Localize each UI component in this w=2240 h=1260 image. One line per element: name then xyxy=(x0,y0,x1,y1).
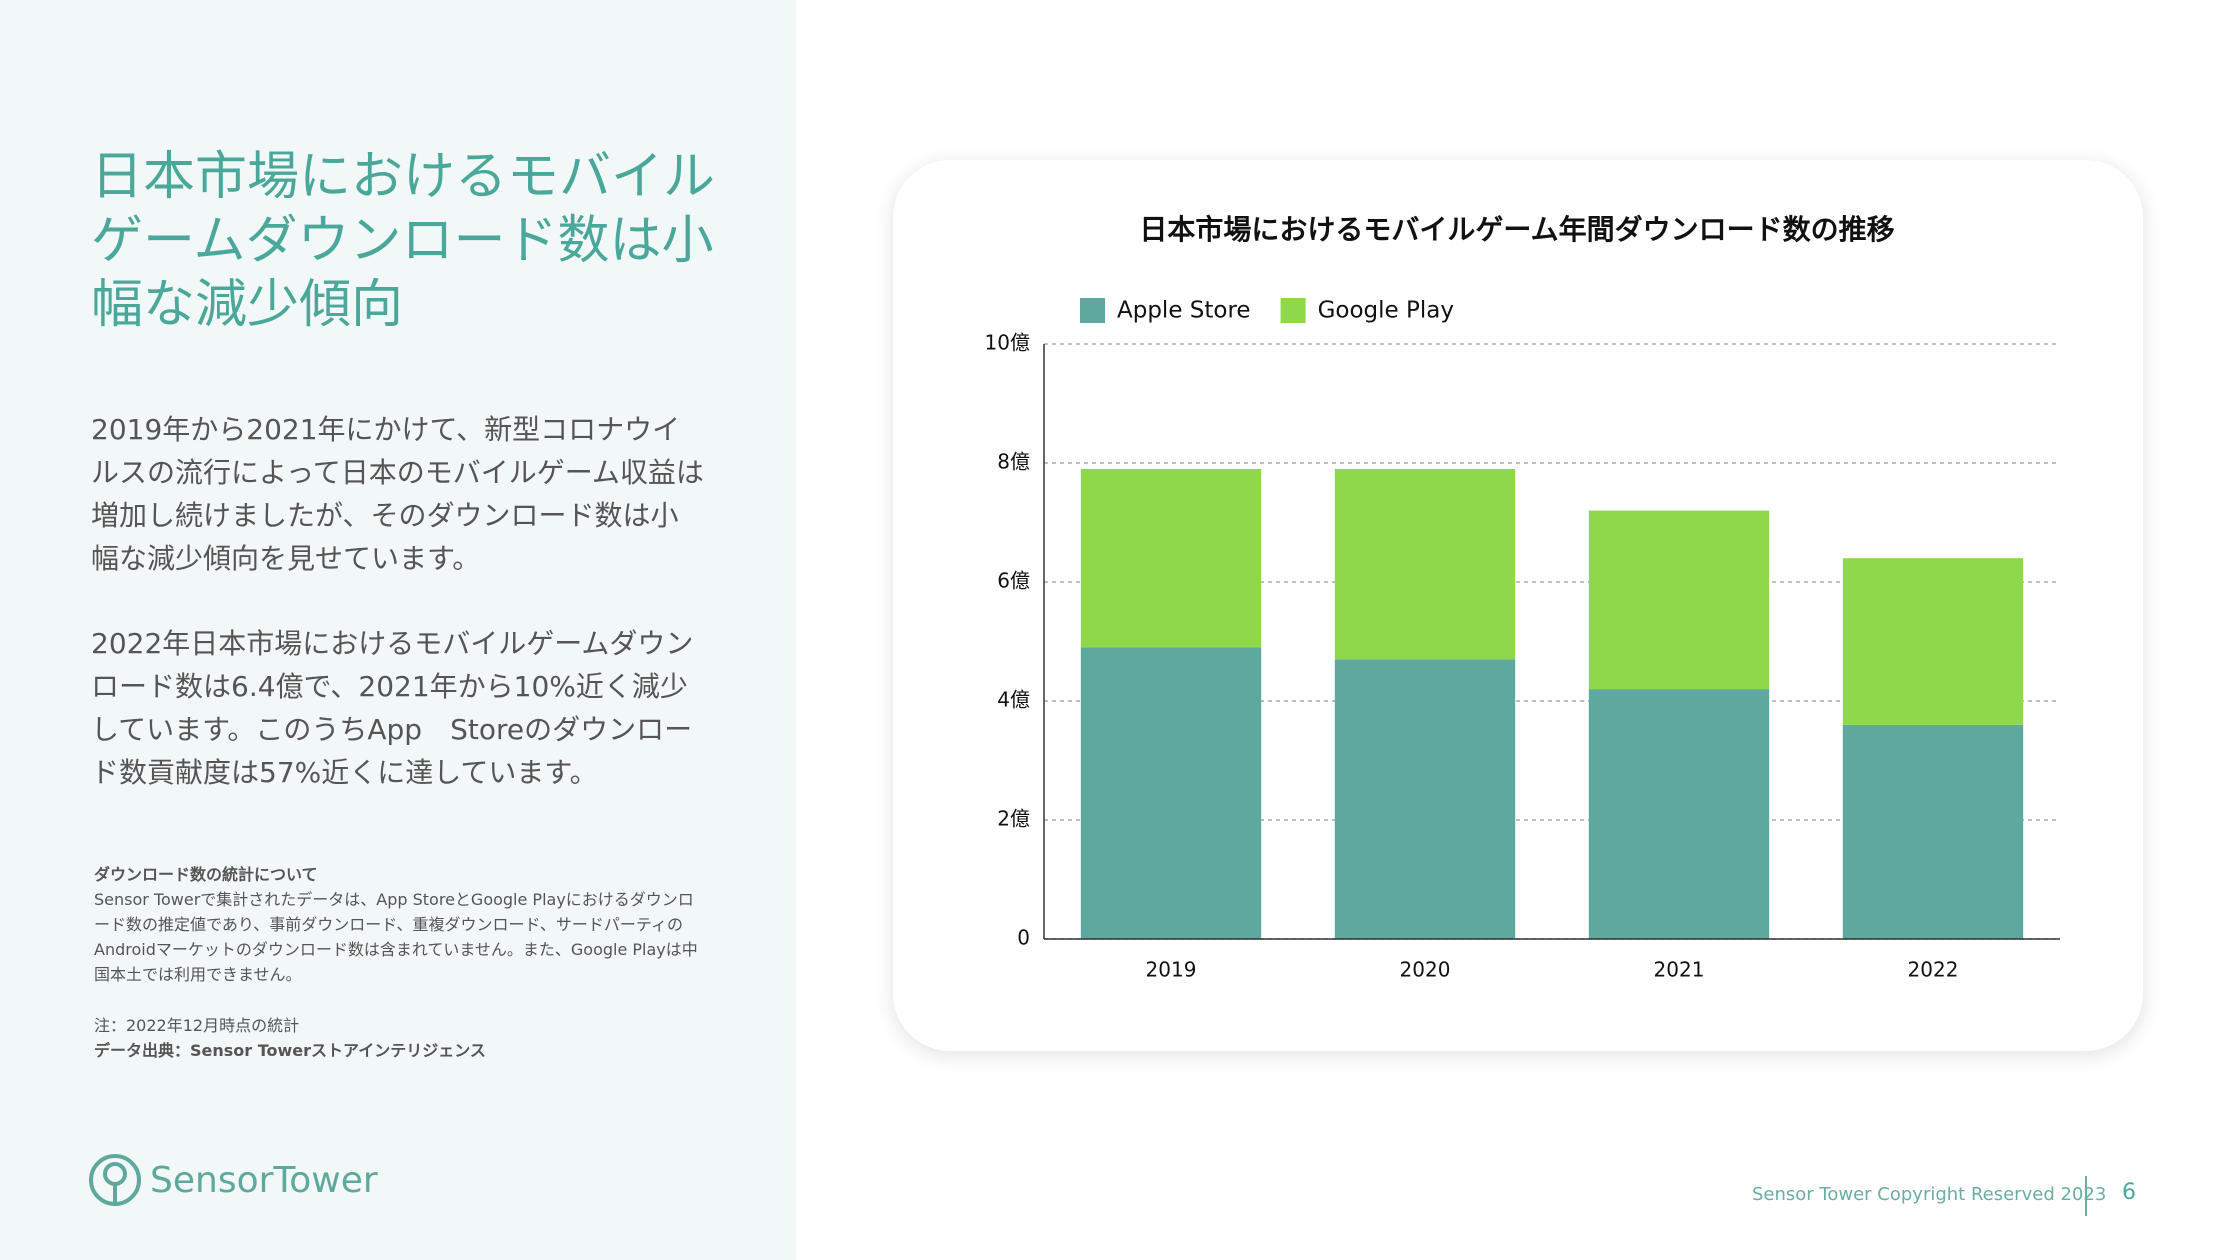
bar-segment xyxy=(1588,689,1770,939)
chart-card: 日本市場におけるモバイルゲーム年間ダウンロード数の推移 0 2億 4億 6億 8億 10億… xyxy=(893,160,2143,1051)
paragraph: 2019年から2021年にかけて、新型コロナウイルスの流行によって日本のモバイル… xyxy=(91,413,704,575)
note-body: Sensor Towerで集計されたデータは、App StoreとGoogle … xyxy=(94,890,698,984)
x-tick-label: 2022 xyxy=(1908,958,1959,982)
left-panel: 日本市場におけるモバイルゲームダウンロード数は小幅な減少傾向 2019年から20… xyxy=(0,0,796,1260)
x-tick-label: 2021 xyxy=(1654,958,1705,982)
logo: SensorTower xyxy=(89,1154,378,1206)
page-number: 6 xyxy=(2122,1180,2136,1205)
legend-label: Google Play xyxy=(1318,298,1454,324)
bar-segment xyxy=(1334,659,1516,939)
logo-text: SensorTower xyxy=(150,1160,378,1201)
chart: 日本市場におけるモバイルゲーム年間ダウンロード数の推移 0 2億 4億 6億 8億 10億… xyxy=(985,213,2060,982)
note-date: 注：2022年12月時点の統計 xyxy=(94,1016,300,1035)
chart-title: 日本市場におけるモバイルゲーム年間ダウンロード数の推移 xyxy=(1139,213,1894,246)
bar-segment xyxy=(1080,647,1262,939)
paragraph: 2022年日本市場におけるモバイルゲームダウンロード数は6.4億で、2021年か… xyxy=(91,627,694,789)
y-tick-label: 10億 xyxy=(985,331,1030,355)
bar-segment xyxy=(1080,468,1262,648)
legend-label: Apple Store xyxy=(1117,298,1251,324)
bar-segment xyxy=(1334,468,1516,660)
note-source: データ出典：Sensor Towerストアインテリジェンス xyxy=(94,1041,486,1060)
y-tick-label: 8億 xyxy=(997,450,1030,474)
bar-segment xyxy=(1842,558,2024,725)
x-tick-label: 2020 xyxy=(1400,958,1451,982)
legend-swatch xyxy=(1280,298,1306,323)
legend-swatch xyxy=(1080,298,1105,323)
y-tick-label: 2億 xyxy=(997,807,1030,831)
bar-segment xyxy=(1842,724,2024,939)
heading: 日本市場におけるモバイルゲームダウンロード数は小幅な減少傾向 xyxy=(91,147,716,335)
separator xyxy=(2085,1176,2087,1216)
y-tick-label: 6億 xyxy=(997,569,1030,593)
x-tick-label: 2019 xyxy=(1146,958,1197,982)
copyright: Sensor Tower Copyright Reserved 2023 xyxy=(1752,1184,2107,1205)
y-tick-label: 4億 xyxy=(997,688,1030,712)
bar-segment xyxy=(1588,510,1770,690)
y-tick-label: 0 xyxy=(1017,926,1030,950)
note-title: ダウンロード数の統計について xyxy=(94,865,318,884)
